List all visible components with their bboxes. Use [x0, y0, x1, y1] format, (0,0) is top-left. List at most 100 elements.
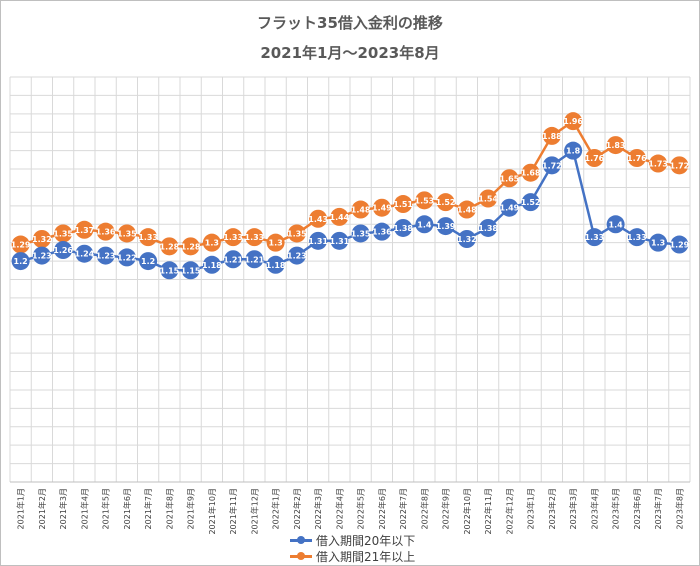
- data-marker: [457, 230, 476, 248]
- data-point: 1.36: [96, 222, 116, 241]
- data-label: 1.36: [372, 228, 392, 237]
- data-point: 1.24: [75, 244, 95, 263]
- data-marker: [542, 126, 561, 145]
- x-tick-label: 2021年1月: [16, 488, 26, 529]
- x-tick-label: 2022年9月: [441, 488, 451, 529]
- data-marker: [245, 250, 264, 269]
- data-point: 1.39: [436, 217, 456, 236]
- data-label: 1.29: [670, 241, 690, 250]
- data-point: 1.65: [500, 169, 520, 188]
- x-tick-label: 2022年11月: [483, 488, 493, 535]
- data-marker: [75, 220, 94, 239]
- data-label: 1.73: [648, 160, 668, 169]
- data-point: 1.72: [670, 156, 690, 175]
- data-point: 1.35: [117, 224, 137, 243]
- data-label: 1.72: [670, 161, 690, 170]
- x-tick-label: 2022年8月: [419, 488, 429, 529]
- data-point: 1.28: [160, 237, 180, 256]
- x-tick-label: 2023年4月: [589, 488, 599, 529]
- data-label: 1.33: [245, 233, 265, 242]
- x-tick-label: 2022年6月: [377, 488, 387, 529]
- data-label: 1.18: [266, 261, 286, 270]
- data-label: 1.28: [160, 242, 180, 251]
- data-label: 1.39: [436, 222, 456, 231]
- data-marker: [649, 233, 668, 252]
- data-marker: [670, 156, 689, 175]
- data-marker: [32, 246, 51, 265]
- data-label: 1.32: [32, 235, 52, 244]
- data-label: 1.53: [415, 196, 435, 205]
- x-tick-label: 2021年7月: [143, 488, 153, 529]
- data-point: 1.43: [308, 209, 328, 228]
- data-point: 1.54: [478, 189, 498, 208]
- data-marker: [245, 228, 264, 247]
- data-marker: [96, 246, 115, 265]
- data-label: 1.36: [96, 228, 116, 237]
- x-tick-label: 2021年8月: [164, 488, 174, 529]
- data-point: 1.8: [564, 141, 583, 160]
- data-marker: [139, 252, 158, 271]
- data-point: 1.33: [223, 228, 243, 247]
- data-point: 1.2: [139, 252, 158, 271]
- x-tick-label: 2022年7月: [398, 488, 408, 529]
- data-point: 1.2: [11, 252, 30, 271]
- data-point: 1.21: [223, 250, 243, 269]
- data-label: 1.23: [32, 252, 52, 261]
- data-marker: [11, 235, 30, 254]
- data-label: 1.38: [478, 224, 498, 233]
- x-tick-label: 2021年6月: [122, 488, 132, 529]
- legend-swatch-series-1: [290, 535, 312, 545]
- data-marker: [309, 209, 328, 228]
- data-label: 1.44: [330, 213, 350, 222]
- data-point: 1.38: [478, 218, 498, 237]
- x-tick-label: 2022年4月: [334, 488, 344, 529]
- data-label: 1.35: [53, 229, 73, 238]
- data-marker: [181, 261, 200, 280]
- data-label: 1.51: [393, 200, 413, 209]
- data-point: 1.33: [627, 228, 647, 247]
- legend-label-series-2: 借入期間21年以上: [316, 549, 416, 564]
- x-axis-tick-labels: 2021年1月 2021年2月 2021年3月 2021年4月 2021年5月 2021年…: [16, 488, 685, 535]
- data-marker: [564, 112, 583, 131]
- data-label: 1.29: [11, 241, 31, 250]
- data-marker: [479, 218, 498, 237]
- x-tick-label: 2022年1月: [271, 488, 281, 529]
- chart-subtitle: 2021年1月～2023年8月: [260, 44, 440, 62]
- data-marker: [117, 224, 136, 243]
- data-label: 1.31: [330, 237, 350, 246]
- x-tick-label: 2021年12月: [249, 488, 259, 535]
- data-marker: [266, 233, 285, 252]
- data-label: 1.83: [606, 141, 626, 150]
- data-label: 1.3: [269, 239, 283, 248]
- data-label: 1.15: [160, 266, 180, 275]
- data-point: 1.3: [649, 233, 668, 252]
- data-point: 1.51: [393, 195, 413, 214]
- data-label: 1.48: [457, 206, 477, 215]
- series-points: 1.291.321.35 1.37 1.36 1.35 1.331.28 1.28 1.31…: [11, 112, 690, 280]
- data-label: 1.72: [542, 161, 562, 170]
- data-label: 1.33: [585, 233, 605, 242]
- data-marker: [11, 252, 30, 271]
- data-label: 1.32: [457, 235, 477, 244]
- data-point: 1.18: [202, 255, 222, 274]
- data-marker: [436, 193, 455, 212]
- data-point: 1.23: [96, 246, 116, 265]
- data-point: 1.35: [53, 224, 73, 243]
- data-point: 1.4: [415, 215, 434, 234]
- data-label: 1.2: [141, 257, 155, 266]
- data-marker: [500, 169, 519, 188]
- data-marker: [287, 246, 306, 265]
- data-point: 1.76: [627, 149, 647, 167]
- data-point: 1.68: [521, 163, 541, 182]
- data-label: 1.23: [287, 252, 307, 261]
- legend-swatch-series-2: [290, 551, 312, 561]
- data-marker: [117, 248, 136, 267]
- data-point: 1.23: [32, 246, 52, 265]
- data-label: 1.3: [205, 239, 219, 248]
- x-tick-label: 2022年3月: [313, 488, 323, 529]
- data-marker: [521, 193, 540, 212]
- data-marker: [500, 198, 519, 217]
- data-marker: [139, 228, 158, 247]
- data-point: 1.33: [585, 228, 605, 247]
- data-point: 1.3: [266, 233, 285, 252]
